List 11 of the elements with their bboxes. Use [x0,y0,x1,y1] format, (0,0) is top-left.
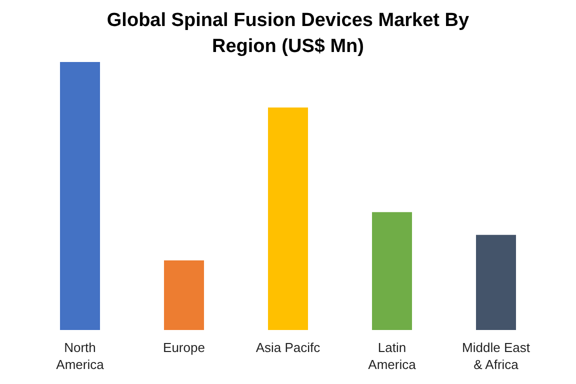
bar [60,62,100,330]
bar [164,260,204,330]
bar [476,234,516,330]
x-tick-label: North America [56,340,105,372]
bar [372,212,412,330]
chart-title: Global Spinal Fusion Devices Market By Region (US$ Mn) [106,9,470,59]
x-tick-label: Asia Pacifc [256,340,321,355]
x-tick-label: Europe [163,340,205,355]
x-tick-label: Middle East & Africa [462,340,530,372]
bar [268,108,308,330]
x-tick-label: Latin America [368,340,417,372]
